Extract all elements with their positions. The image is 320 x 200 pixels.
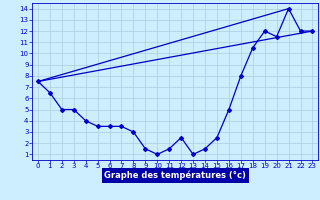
X-axis label: Graphe des températures (°c): Graphe des températures (°c) [104,171,246,180]
